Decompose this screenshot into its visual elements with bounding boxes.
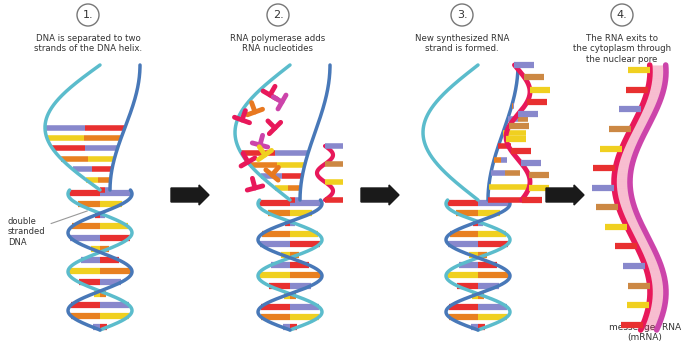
FancyArrow shape	[361, 185, 399, 205]
Text: The RNA exits to
the cytoplasm through
the nuclear pore: The RNA exits to the cytoplasm through t…	[573, 34, 671, 64]
Text: 4.: 4.	[617, 10, 627, 20]
Text: New synthesized RNA
strand is formed.: New synthesized RNA strand is formed.	[415, 34, 509, 54]
Text: 1.: 1.	[83, 10, 93, 20]
Text: DNA is separated to two
strands of the DNA helix.: DNA is separated to two strands of the D…	[34, 34, 142, 54]
Text: 2.: 2.	[272, 10, 284, 20]
Text: 3.: 3.	[456, 10, 468, 20]
FancyArrow shape	[171, 185, 209, 205]
FancyArrow shape	[546, 185, 584, 205]
Text: RNA polymerase adds
RNA nucleotides: RNA polymerase adds RNA nucleotides	[230, 34, 326, 54]
Text: messenger RNA
(mRNA): messenger RNA (mRNA)	[609, 323, 681, 342]
Text: double
stranded
DNA: double stranded DNA	[8, 211, 88, 247]
